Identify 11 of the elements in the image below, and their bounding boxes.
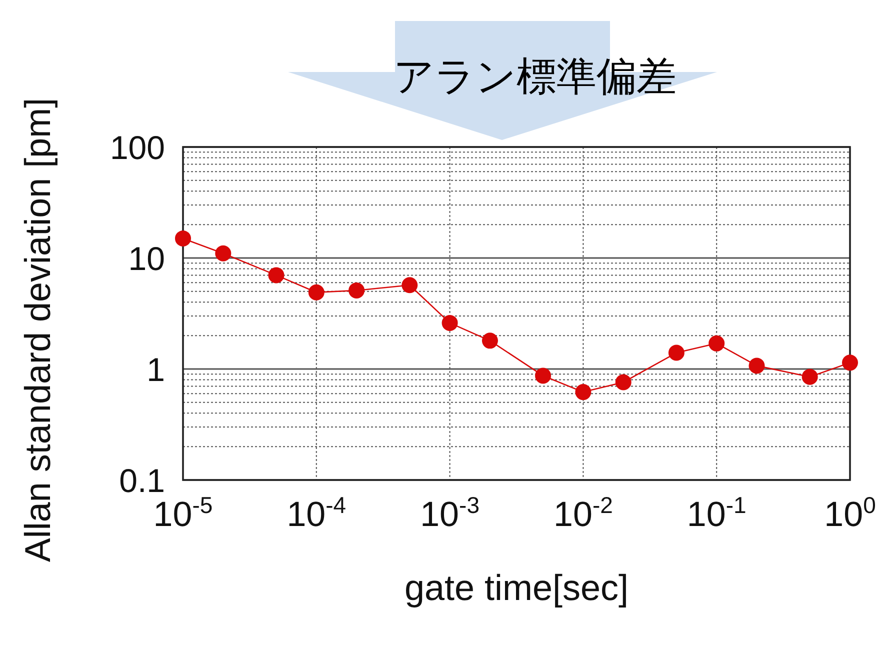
x-tick-label: 10$^{-2}$ bbox=[554, 492, 613, 534]
x-tick-label: 10$^{-1}$ bbox=[686, 492, 746, 534]
x-tick-label: 10$^{0}$ bbox=[824, 492, 876, 534]
x-tick-label: 10$^{-3}$ bbox=[420, 492, 480, 534]
x-axis-title: gate time[sec] bbox=[404, 567, 629, 608]
x-tick-label: 10$^{-4}$ bbox=[286, 492, 346, 534]
chart-title: アラン標準偏差 bbox=[394, 54, 676, 100]
y-tick-label: 1 bbox=[146, 350, 165, 388]
y-tick-label: 100 bbox=[110, 128, 165, 166]
y-tick-label: 10 bbox=[128, 240, 165, 277]
y-axis-title: Allan standard deviation [pm] bbox=[17, 98, 58, 562]
